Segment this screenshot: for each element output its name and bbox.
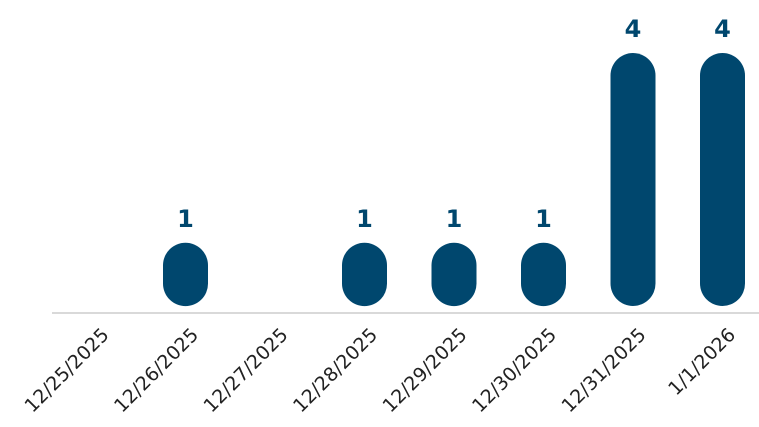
bar-12/26/2025 [163, 242, 208, 307]
bar-12/30/2025 [521, 242, 566, 307]
data-label-12/26/2025: 1 [177, 205, 194, 233]
data-label-12/28/2025: 1 [356, 205, 373, 233]
x-tick-label: 12/28/2025 [289, 324, 382, 417]
bar-12/31/2025 [610, 53, 656, 306]
x-tick-label: 12/25/2025 [21, 324, 114, 417]
data-label-1/1/2026: 4 [714, 15, 731, 43]
x-tick-label: 12/26/2025 [110, 324, 203, 417]
value-labels-group: 1 1 1 1 4 4 [177, 15, 731, 233]
bar-12/29/2025 [431, 242, 477, 307]
data-label-12/31/2025: 4 [625, 15, 642, 43]
bar-1/1/2026 [700, 53, 745, 306]
x-tick-label: 12/30/2025 [468, 324, 561, 417]
x-tick-label: 12/29/2025 [379, 324, 472, 417]
data-label-12/29/2025: 1 [446, 205, 463, 233]
x-tick-labels-group: 12/25/202512/26/202512/27/202512/28/2025… [21, 324, 740, 417]
x-tick-label: 1/1/2026 [664, 324, 740, 400]
bars-group [163, 53, 745, 307]
x-tick-label: 12/31/2025 [558, 324, 651, 417]
data-label-12/30/2025: 1 [535, 205, 552, 233]
bar-12/28/2025 [342, 242, 387, 307]
x-tick-label: 12/27/2025 [200, 324, 293, 417]
